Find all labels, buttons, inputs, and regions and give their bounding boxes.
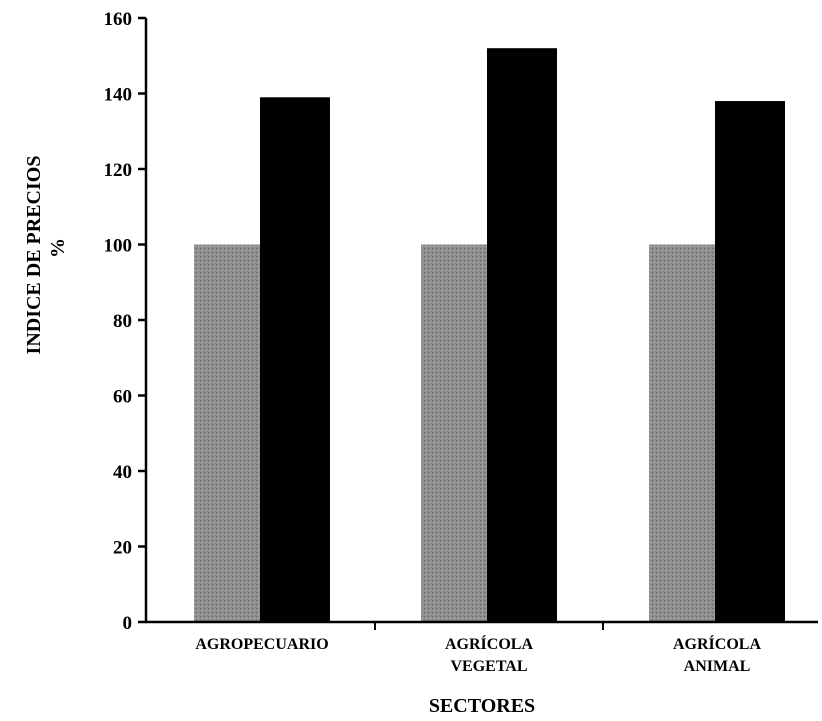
category-label-1-line-1: AGROPECUARIO [195, 636, 328, 653]
y-tick-label-20: 20 [113, 538, 132, 559]
y-tick-label-40: 40 [113, 462, 132, 483]
category-label-3-line-2: ANIMAL [684, 658, 751, 675]
x-axis-title: SECTORES [429, 695, 535, 716]
bar-series-2-2 [487, 48, 557, 622]
bar-series-1-2 [421, 244, 489, 622]
bar-series-2-3 [715, 101, 785, 623]
y-tick-label-60: 60 [113, 387, 132, 408]
y-tick-label-0: 0 [123, 613, 133, 634]
y-tick-label-160: 160 [104, 9, 133, 30]
labels-layer: 0 20 40 60 80 100 120 140 160 AGROPECUARIO AGRÍCOL… [23, 9, 761, 717]
axes-layer [138, 16, 818, 630]
y-axis-title: INDICE DE PRECIOS [23, 156, 45, 355]
y-axis-unit: % [47, 238, 69, 258]
bar-series-1-3 [649, 244, 717, 622]
y-tick-label-140: 140 [104, 85, 133, 106]
y-tick-label-120: 120 [104, 160, 133, 181]
y-tick-label-80: 80 [113, 311, 132, 332]
category-label-3-line-1: AGRÍCOLA [673, 634, 761, 653]
y-tick-label-100: 100 [104, 236, 133, 257]
bars-layer [194, 48, 785, 623]
category-label-2-line-2: VEGETAL [450, 658, 527, 675]
category-label-2-line-1: AGRÍCOLA [445, 634, 533, 653]
bar-series-1-1 [194, 244, 262, 622]
bar-series-2-1 [260, 97, 330, 622]
